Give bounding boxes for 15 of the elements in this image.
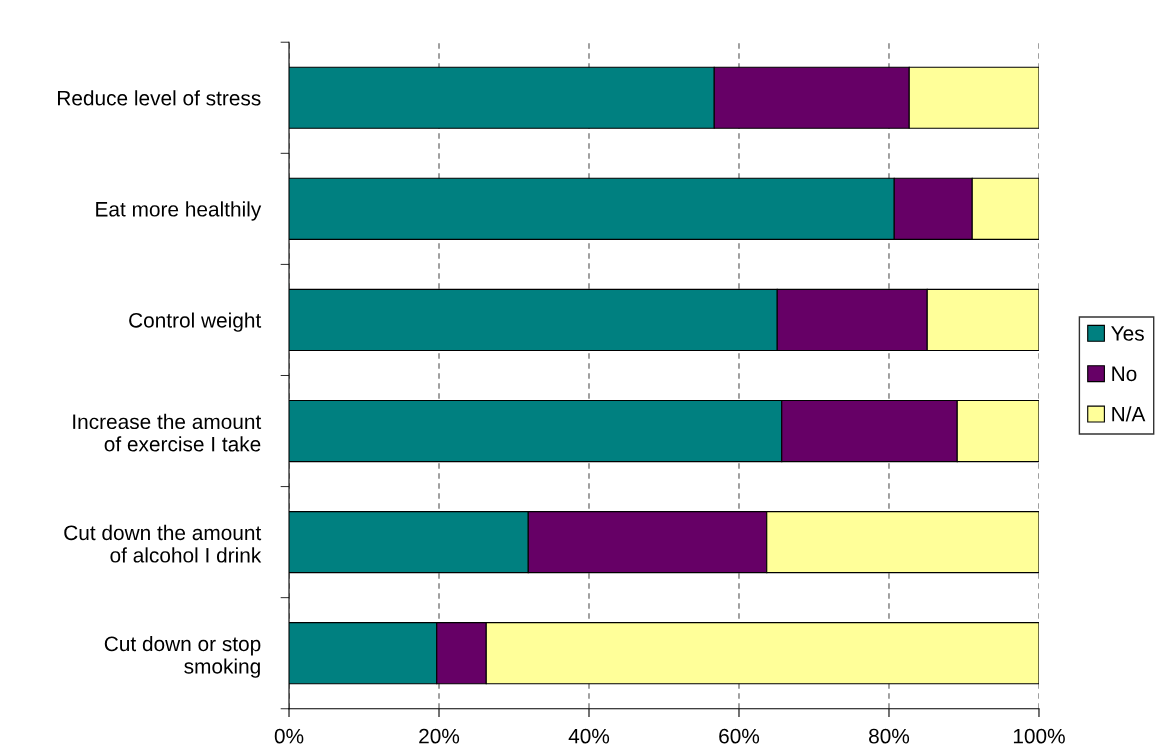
y-tick-label: Control weight: [129, 312, 262, 332]
x-tick-label: 0%: [274, 728, 304, 744]
legend-label: Yes: [1111, 326, 1144, 341]
x-tick-label: 60%: [719, 728, 760, 744]
x-tick-label: 40%: [568, 728, 610, 744]
x-tick-label: 80%: [869, 728, 910, 744]
legend-label: No: [1112, 366, 1137, 382]
y-tick-label: Eat more healthily: [96, 201, 262, 221]
legend-label: N/A: [1112, 406, 1146, 422]
y-tick-label: Increase the amount of exercise I take: [73, 413, 262, 452]
y-tick-label: Cut down or stop smoking: [104, 635, 261, 678]
x-tick-label: 20%: [419, 728, 460, 744]
x-tick-label: 100%: [1013, 728, 1065, 744]
y-tick-label: Cut down the amount of alcohol I drink: [64, 524, 262, 563]
y-tick-label: Reduce level of stress: [58, 90, 261, 106]
